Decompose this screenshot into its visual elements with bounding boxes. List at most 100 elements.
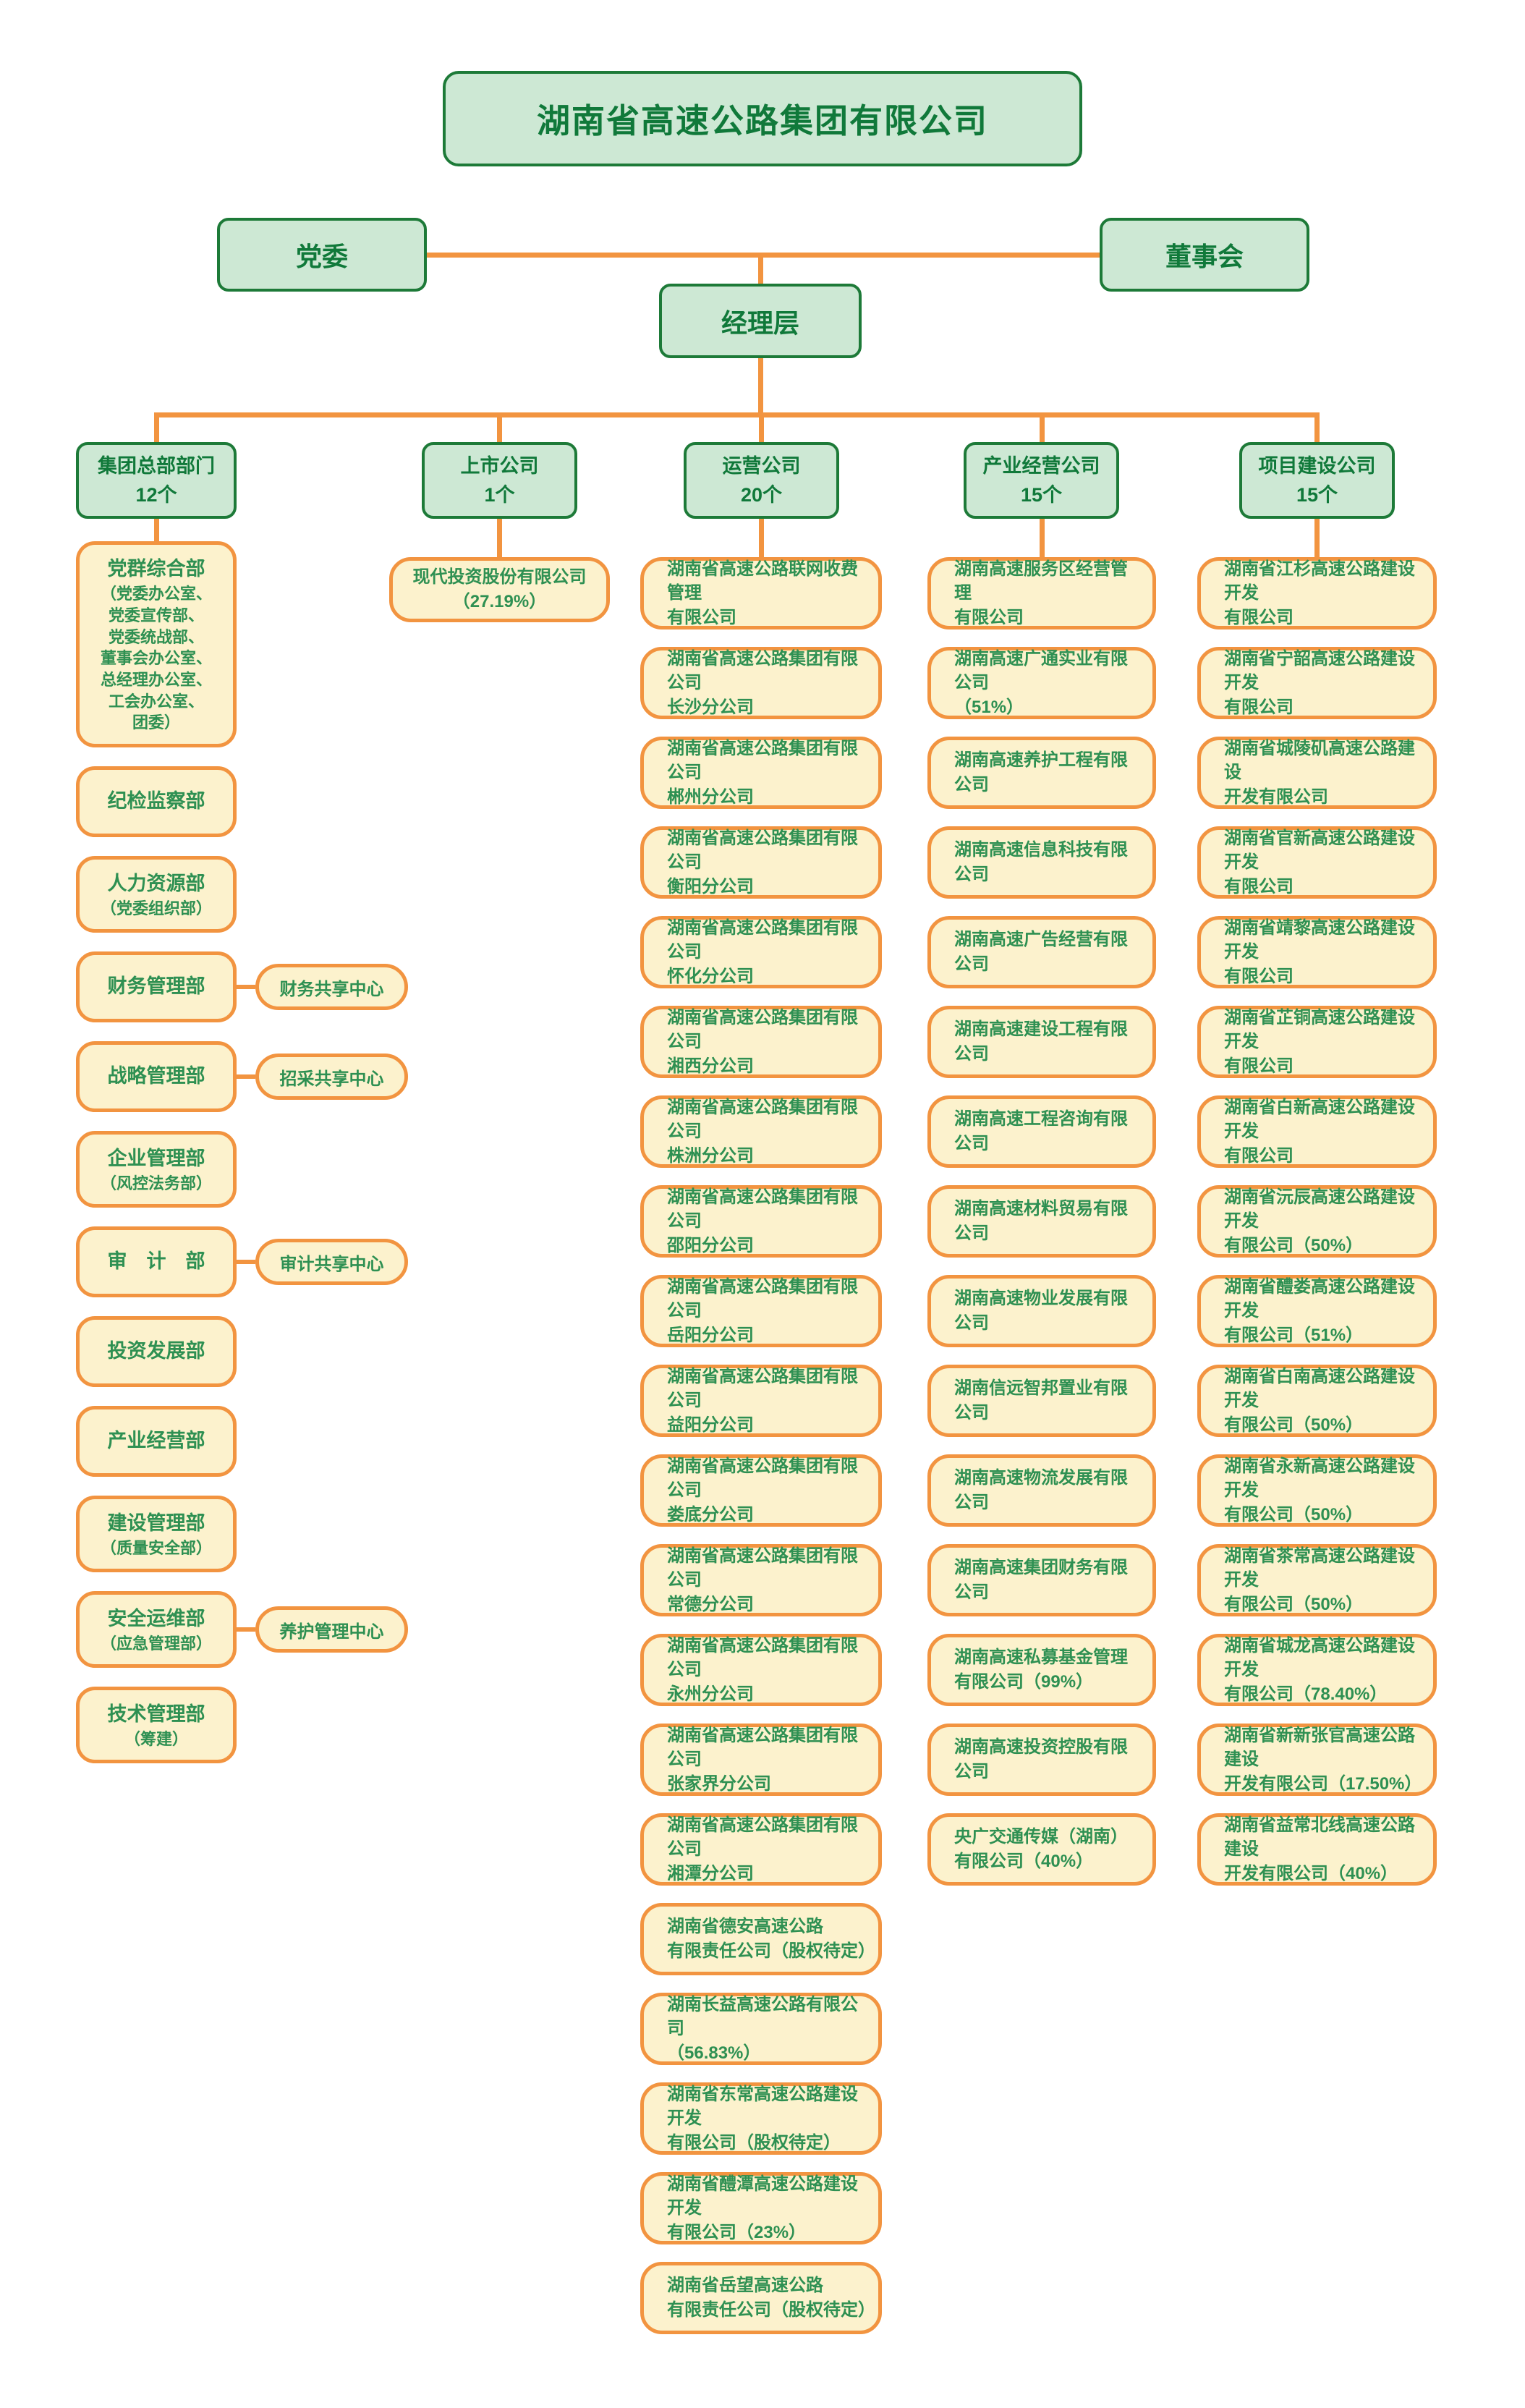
company-box: 湖南高速材料贸易有限公司: [927, 1185, 1156, 1258]
dept-name: 审 计 部: [107, 1250, 205, 1273]
company-box: 湖南高速服务区经营管理 有限公司: [927, 557, 1156, 629]
dept-name: 技术管理部: [107, 1703, 205, 1725]
dept-box: 审 计 部: [76, 1226, 237, 1297]
company-box: 湖南省高速公路集团有限公司 株洲分公司: [640, 1095, 882, 1168]
shared-center-box: 养护管理中心: [255, 1606, 408, 1653]
connector-line: [237, 1627, 255, 1632]
company-box: 湖南省芷铜高速公路建设开发 有限公司: [1197, 1006, 1437, 1078]
company-box: 湖南省益常北线高速公路建设 开发有限公司（40%）: [1197, 1813, 1437, 1886]
company-box: 湖南省茶常高速公路建设开发 有限公司（50%）: [1197, 1544, 1437, 1616]
dept-box: 企业管理部 （风控法务部）: [76, 1131, 237, 1208]
company-box: 湖南省醴潭高速公路建设开发 有限公司（23%）: [640, 2172, 882, 2244]
org-title: 湖南省高速公路集团有限公司: [537, 102, 988, 140]
board-of-directors-label: 董事会: [1165, 242, 1244, 271]
company-box: 湖南省新新张官高速公路建设 开发有限公司（17.50%）: [1197, 1724, 1437, 1796]
company-box: 湖南省高速公路集团有限公司 郴州分公司: [640, 737, 882, 809]
dept-name: 安全运维部: [107, 1607, 205, 1629]
dept-sub-label: （筹建）: [124, 1729, 188, 1748]
company-box: 湖南省高速公路集团有限公司 怀化分公司: [640, 916, 882, 988]
company-box: 湖南省醴娄高速公路建设开发 有限公司（51%）: [1197, 1275, 1437, 1347]
company-box: 湖南高速物流发展有限公司: [927, 1454, 1156, 1527]
connector-line: [1040, 416, 1045, 445]
column-header-operating-companies: 运营公司 20个: [684, 442, 839, 519]
company-box: 湖南省高速公路集团有限公司 益阳分公司: [640, 1365, 882, 1437]
company-box: 湖南高速私募基金管理 有限公司（99%）: [927, 1634, 1156, 1706]
column-header-count: 1个: [484, 484, 515, 506]
company-box: 湖南信远智邦置业有限公司: [927, 1365, 1156, 1437]
column-header-label: 集团总部部门: [98, 454, 215, 477]
column-header-count: 15个: [1296, 484, 1338, 506]
company-title-box: 湖南省高速公路集团有限公司: [443, 71, 1082, 166]
company-box: 湖南省高速公路集团有限公司 长沙分公司: [640, 647, 882, 719]
company-box: 湖南省城龙高速公路建设开发 有限公司（78.40%）: [1197, 1634, 1437, 1706]
connector-line: [497, 416, 502, 445]
company-box: 湖南省东常高速公路建设开发 有限公司（股权待定）: [640, 2082, 882, 2155]
company-box: 湖南省靖黎高速公路建设开发 有限公司: [1197, 916, 1437, 988]
management-layer-label: 经理层: [721, 308, 799, 338]
company-box: 湖南省岳望高速公路 有限责任公司（股权待定）: [640, 2262, 882, 2334]
connector-line: [237, 1074, 255, 1079]
company-box: 湖南省高速公路集团有限公司 衡阳分公司: [640, 826, 882, 899]
company-box: 湖南高速养护工程有限公司: [927, 737, 1156, 809]
dept-box: 技术管理部 （筹建）: [76, 1687, 237, 1763]
company-box: 湖南省永新高速公路建设开发 有限公司（50%）: [1197, 1454, 1437, 1527]
dept-sub-label: （党委组织部）: [100, 899, 212, 917]
connector-line: [154, 416, 159, 445]
company-box: 湖南省宁韶高速公路建设开发 有限公司: [1197, 647, 1437, 719]
column-header-industry-companies: 产业经营公司 15个: [964, 442, 1119, 519]
shared-center-box: 审计共享中心: [255, 1239, 408, 1285]
company-box: 湖南省高速公路集团有限公司 永州分公司: [640, 1634, 882, 1706]
column-header-count: 12个: [135, 484, 177, 506]
company-box: 湖南高速工程咨询有限公司: [927, 1095, 1156, 1168]
dept-name: 人力资源部: [107, 872, 205, 894]
column-header-label: 产业经营公司: [982, 454, 1100, 477]
connector-line: [1314, 416, 1320, 445]
company-box: 湖南省高速公路集团有限公司 湘潭分公司: [640, 1813, 882, 1886]
company-box: 湖南高速集团财务有限公司: [927, 1544, 1156, 1616]
company-box: 湖南省白南高速公路建设开发 有限公司（50%）: [1197, 1365, 1437, 1437]
company-box: 湖南省官新高速公路建设开发 有限公司: [1197, 826, 1437, 899]
company-box: 湖南省高速公路集团有限公司 岳阳分公司: [640, 1275, 882, 1347]
connector-line: [1314, 519, 1320, 559]
dept-box: 投资发展部: [76, 1316, 237, 1387]
company-box: 湖南省沅辰高速公路建设开发 有限公司（50%）: [1197, 1185, 1437, 1258]
company-box: 湖南高速广告经营有限公司: [927, 916, 1156, 988]
connector-line: [237, 1260, 255, 1264]
party-committee-box: 党委: [217, 218, 427, 292]
dept-box: 安全运维部 （应急管理部）: [76, 1591, 237, 1668]
company-box: 湖南省城陵矶高速公路建设 开发有限公司: [1197, 737, 1437, 809]
dept-sub-label: （质量安全部）: [100, 1538, 212, 1557]
company-box: 湖南省高速公路集团有限公司 张家界分公司: [640, 1724, 882, 1796]
connector-line: [154, 519, 159, 543]
dept-name: 产业经营部: [107, 1430, 205, 1452]
dept-sub-label: （党委办公室、 党委宣传部、 党委统战部、 董事会办公室、 总经理办公室、 工会…: [100, 585, 212, 732]
connector-line: [154, 412, 1320, 417]
company-box: 湖南高速投资控股有限公司: [927, 1724, 1156, 1796]
dept-sub-label: （风控法务部）: [100, 1174, 212, 1192]
dept-box: 财务管理部: [76, 951, 237, 1022]
column-header-project-companies: 项目建设公司 15个: [1239, 442, 1395, 519]
shared-center-label: 养护管理中心: [279, 1621, 384, 1642]
shared-center-label: 审计共享中心: [279, 1254, 384, 1274]
column-header-count: 15个: [1020, 484, 1063, 506]
shared-center-label: 财务共享中心: [279, 979, 384, 999]
connector-line: [758, 358, 763, 417]
dept-name: 财务管理部: [107, 975, 205, 998]
party-committee-label: 党委: [295, 242, 348, 271]
shared-center-box: 财务共享中心: [255, 964, 408, 1010]
company-box: 湖南省高速公路联网收费管理 有限公司: [640, 557, 882, 629]
board-of-directors-box: 董事会: [1100, 218, 1309, 292]
company-box: 湖南省江杉高速公路建设开发 有限公司: [1197, 557, 1437, 629]
company-box: 现代投资股份有限公司 （27.19%）: [389, 557, 610, 622]
column-header-count: 20个: [740, 484, 783, 506]
dept-box: 党群综合部 （党委办公室、 党委宣传部、 党委统战部、 董事会办公室、 总经理办公…: [76, 541, 237, 747]
company-box: 湖南省高速公路集团有限公司 邵阳分公司: [640, 1185, 882, 1258]
dept-name: 企业管理部: [107, 1147, 205, 1169]
dept-name: 投资发展部: [107, 1340, 205, 1362]
connector-line: [758, 255, 763, 287]
column-header-label: 项目建设公司: [1258, 454, 1376, 477]
connector-line: [759, 416, 764, 445]
dept-box: 建设管理部 （质量安全部）: [76, 1496, 237, 1572]
connector-line: [427, 253, 1100, 258]
